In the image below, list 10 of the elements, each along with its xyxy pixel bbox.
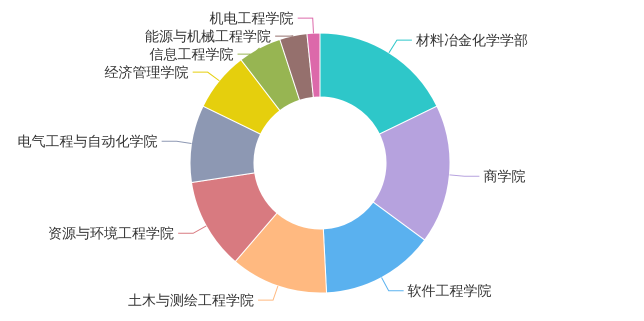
slice-label: 软件工程学院 (408, 284, 492, 300)
slice-label: 机电工程学院 (210, 11, 294, 28)
slice-label: 商学院 (483, 169, 526, 186)
slice-label: 电气工程与自动化学院 (18, 134, 158, 150)
slice-label: 经济管理学院 (104, 65, 189, 82)
slice-label: 能源与机械工程学院 (145, 29, 272, 46)
slice-label: 信息工程学院 (150, 47, 234, 64)
slice-label: 资源与环境工程学院 (48, 226, 174, 242)
slice-label: 土木与测绘工程学院 (128, 293, 254, 310)
slice-label: 材料冶金化学学部 (414, 32, 528, 49)
